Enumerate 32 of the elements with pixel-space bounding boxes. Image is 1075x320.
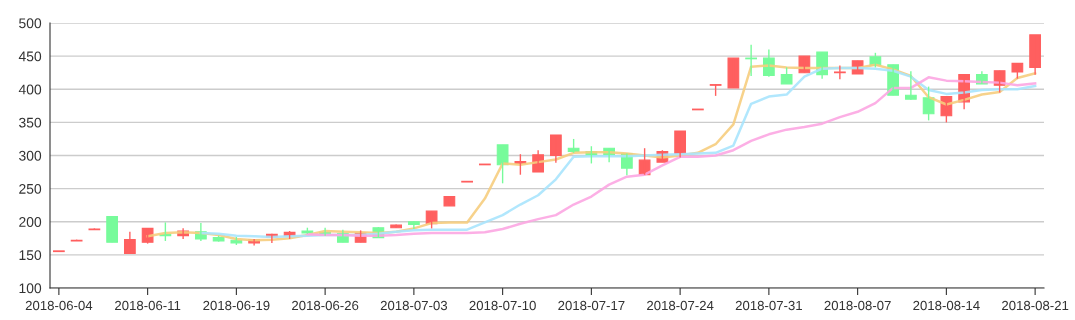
candlestick [691, 108, 704, 111]
y-tick-label: 350 [19, 117, 42, 128]
x-tick-label: 2018-06-19 [203, 300, 270, 311]
x-tick-label: 2018-08-14 [913, 300, 980, 311]
x-tick-label: 2018-07-17 [558, 300, 625, 311]
y-tick-label: 300 [19, 150, 42, 161]
y-tick-label: 200 [19, 217, 42, 227]
x-tick-label: 2018-07-31 [735, 300, 802, 311]
x-tick-label: 2018-08-07 [824, 300, 891, 311]
candlestick [106, 215, 119, 243]
y-tick-label: 450 [18, 51, 42, 62]
candlestick [478, 163, 491, 166]
candlestick [407, 220, 420, 230]
y-tick-label: 500 [19, 18, 42, 29]
candlestick [88, 228, 101, 231]
x-tick-label: 2018-08-21 [1002, 300, 1069, 311]
candlestick [727, 57, 740, 89]
x-tick-label: 2018-06-04 [25, 300, 93, 311]
x-tick-label: 2018-06-11 [115, 300, 181, 311]
x-tick-label: 2018-07-24 [647, 300, 714, 311]
x-tick-label: 2018-07-10 [469, 300, 536, 311]
candlestick [745, 44, 758, 77]
candlestick [390, 223, 403, 229]
y-tick-label: 400 [18, 84, 42, 95]
y-tick-label: 250 [19, 183, 42, 194]
x-tick-label: 2018-06-26 [292, 300, 359, 311]
y-tick-label: 150 [19, 250, 42, 261]
candlestick [52, 250, 65, 253]
y-tick-label: 100 [19, 283, 42, 294]
x-tick-label: 2018-07-03 [380, 300, 448, 311]
candlestick [833, 64, 846, 81]
candlestick [461, 180, 474, 183]
